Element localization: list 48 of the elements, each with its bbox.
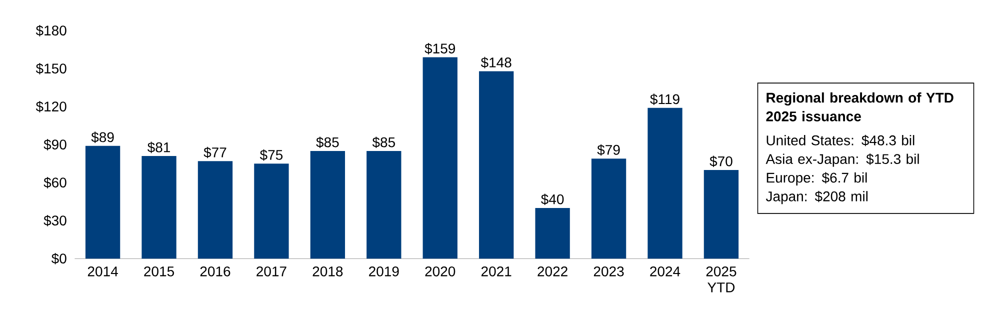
text: United States: $48.3 bil [766, 134, 914, 146]
bar [310, 150, 346, 259]
data-label: $79 [597, 144, 620, 156]
x-tick-label: 2017 [256, 266, 286, 276]
bar [591, 158, 626, 259]
x-tick-label: 2018 [312, 266, 343, 276]
bar [85, 146, 120, 259]
x-tick-label: 2022 [538, 266, 568, 276]
bar [142, 156, 176, 259]
x-tick-label: 2015 [144, 266, 174, 276]
x-tick-label: 2024 [650, 266, 680, 276]
data-label: $70 [710, 156, 732, 168]
y-tick-label: $150 [36, 63, 66, 74]
data-label: $89 [91, 132, 114, 143]
data-label: $159 [424, 43, 456, 54]
x-tick-label: 2020 [425, 266, 456, 276]
data-label: $85 [372, 136, 395, 148]
text: Regional breakdown of YTD 2025 issuance [766, 92, 954, 122]
x-tick-label: 2019 [369, 266, 399, 276]
data-label: $81 [147, 142, 170, 154]
data-label: $75 [260, 149, 283, 161]
bar [198, 161, 233, 259]
data-label: $77 [204, 146, 226, 158]
text: Europe: $6.7 bil [766, 172, 867, 186]
y-tick-label: $0 [51, 253, 66, 264]
y-tick-label: $30 [44, 215, 66, 226]
data-label: $148 [480, 56, 512, 68]
bar [254, 164, 289, 259]
text: Asia ex-Japan: $15.3 bil [766, 154, 919, 167]
bar [704, 170, 739, 259]
x-tick-label: 2025 YTD [706, 266, 736, 292]
x-tick-label: 2014 [88, 266, 118, 276]
data-label: $40 [541, 194, 564, 206]
text: Japan: $208 mil [766, 190, 868, 204]
y-tick-label: $120 [36, 101, 66, 112]
y-tick-label: $90 [44, 139, 66, 150]
data-label: $119 [650, 94, 680, 105]
bar [648, 108, 682, 259]
data-label: $85 [316, 136, 339, 148]
x-tick-label: 2023 [594, 266, 624, 276]
y-tick-label: $60 [44, 177, 66, 188]
y-tick-label: $180 [36, 25, 66, 36]
bar [535, 208, 570, 259]
bar [366, 150, 402, 259]
x-tick-label: 2021 [481, 266, 512, 276]
x-tick-label: 2016 [200, 266, 230, 276]
bar [422, 57, 458, 259]
bar [479, 71, 514, 259]
